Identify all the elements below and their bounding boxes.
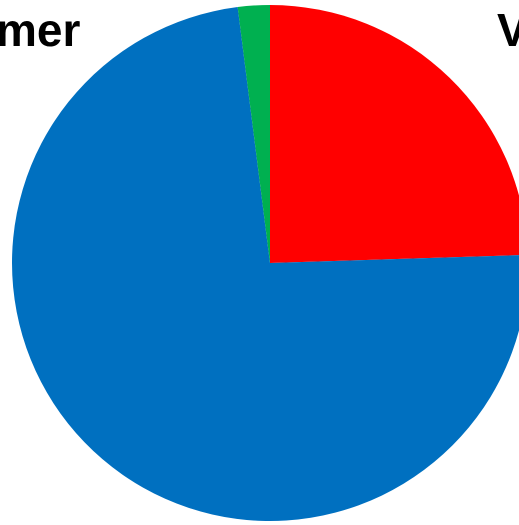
pie-slice (270, 5, 519, 263)
pie-slice (237, 5, 270, 263)
annotation: V (497, 4, 519, 56)
chart-title: mer (0, 4, 80, 56)
pie-slice (12, 7, 519, 521)
pie (12, 5, 519, 521)
